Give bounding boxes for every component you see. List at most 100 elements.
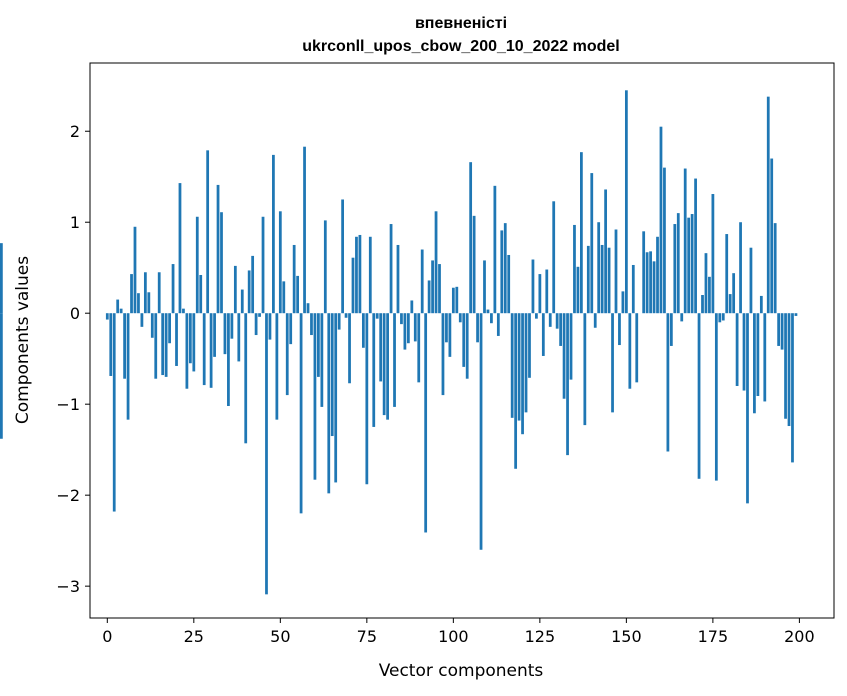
x-tick-label: 150 [611,627,642,646]
bar [728,294,732,314]
bar [382,313,386,416]
bar [126,313,130,420]
bar [358,234,362,314]
y-tick-label: −3 [56,577,80,596]
bar [510,313,514,418]
bar [749,247,753,314]
bar [694,178,697,314]
bar [157,272,161,314]
bar [278,211,282,314]
bar [791,313,794,463]
bar [230,313,234,339]
bar [531,259,535,314]
bar [628,313,632,389]
bar [223,313,227,355]
bar [725,234,729,314]
x-tick-label: 25 [184,627,204,646]
bar [375,313,379,319]
bar [261,216,265,314]
bar [185,313,189,389]
bar [476,313,479,343]
bar [490,313,493,324]
bar [711,194,715,314]
bar [386,313,389,420]
bar [0,243,3,314]
bar [112,313,116,512]
bar [330,313,334,437]
bar [258,313,261,317]
bar [171,264,175,314]
bar [244,313,248,444]
bar [746,313,749,504]
bar [192,313,196,372]
bar [178,183,182,314]
x-tick-label: 75 [357,627,377,646]
bar [701,295,704,314]
bar [756,313,760,396]
bar [334,313,338,483]
bar [735,313,739,386]
bar [503,223,507,314]
bar [576,266,580,314]
x-tick-label: 50 [270,627,290,646]
bar [593,313,597,328]
bar [341,199,344,314]
bar [552,201,556,314]
bar [669,313,673,346]
bar [635,313,639,383]
bar [202,313,206,386]
bar [123,313,126,379]
bar [143,272,147,314]
x-tick-label: 100 [438,627,469,646]
bar [306,303,310,314]
bar [763,313,767,402]
bar [216,184,220,314]
x-tick-label: 125 [525,627,556,646]
y-tick-label: −2 [56,486,80,505]
bar [642,231,646,314]
bar [770,158,774,314]
bar [275,313,279,420]
bar [545,269,549,314]
bar [119,308,123,314]
bar [168,313,171,344]
bar [687,217,691,314]
bar [299,313,303,514]
bar [109,313,113,376]
bar [597,222,601,314]
bar [317,313,320,377]
bar [528,313,531,378]
bar [265,313,268,595]
bar [773,223,777,314]
y-tick-label: 1 [70,213,80,232]
bar [154,313,158,379]
bar [458,313,462,323]
bar [413,313,417,342]
bar [417,313,421,383]
bar [233,265,237,314]
bar [420,249,424,314]
bar [220,212,223,314]
bar [739,222,742,314]
bar [140,313,144,327]
bar [227,313,230,406]
bar [400,313,403,325]
bar [195,216,199,314]
y-axis-label: Components values [13,256,33,424]
bar [631,264,635,314]
bar [562,313,566,399]
bar [469,162,473,314]
bar [455,286,459,314]
bar [697,313,701,479]
bar [116,299,120,314]
bar [666,313,670,452]
bar [441,313,445,396]
bar [285,313,289,396]
bar [566,313,569,456]
bar [282,281,286,314]
bar [649,251,652,314]
bar [656,236,659,314]
bar [618,313,621,346]
bar [289,313,293,345]
